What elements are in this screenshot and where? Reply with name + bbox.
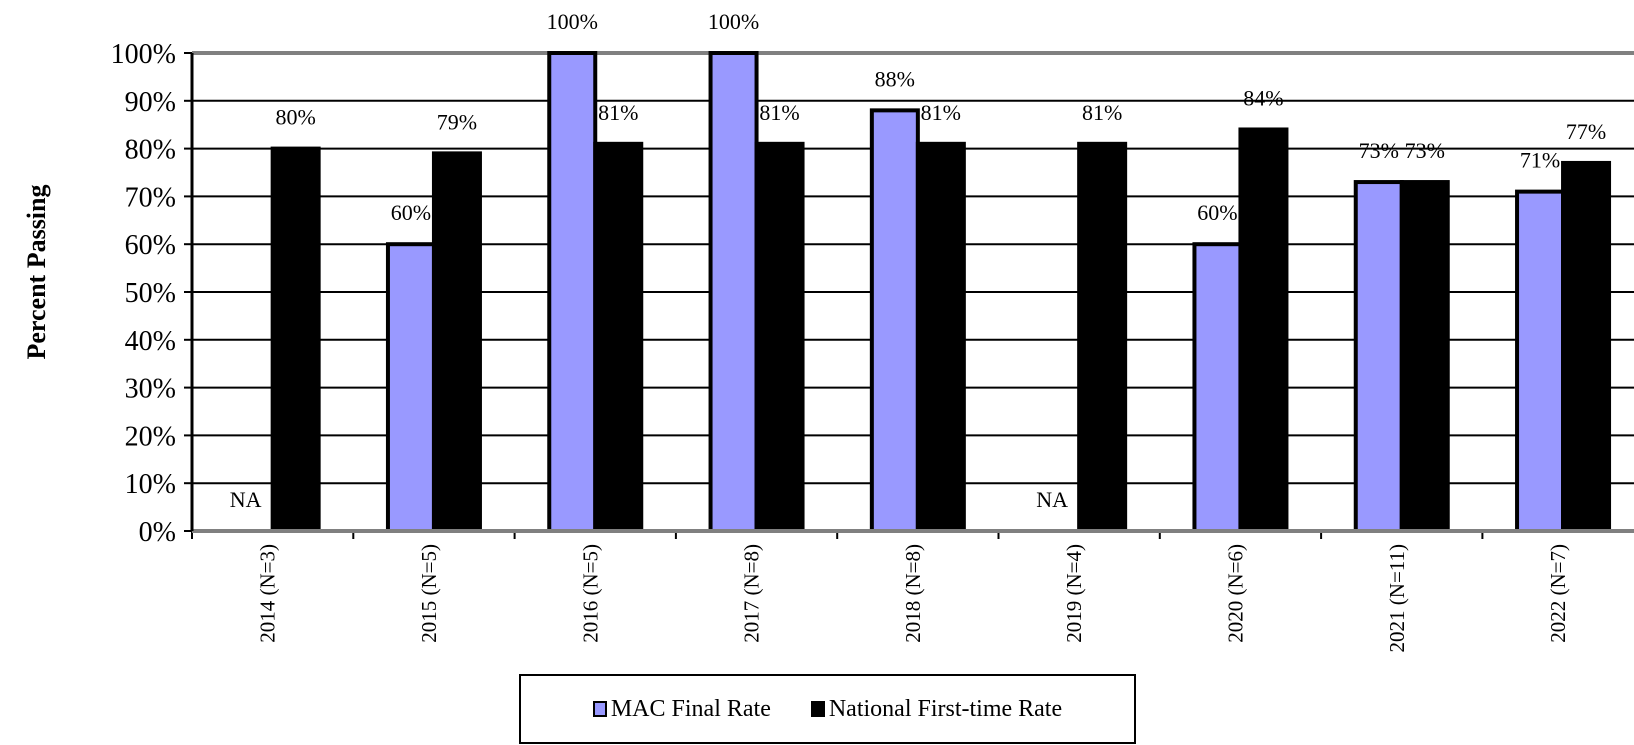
y-tick-label: 100%	[111, 39, 176, 70]
y-tick-label: 0%	[139, 517, 176, 548]
x-tick-label: 2017 (N=8)	[740, 544, 764, 643]
data-label: 77%	[1566, 119, 1606, 144]
data-label: NA	[230, 487, 262, 512]
legend-swatch-national	[810, 701, 825, 717]
axes: 0% 10% 20% 30% 40% 50% 60% 70% 80% 90% 100% 2014 (N…	[111, 39, 1634, 652]
data-label: 88%	[875, 66, 915, 91]
x-tick-label: 2014 (N=3)	[256, 544, 280, 643]
bar-mac-final-rate	[708, 51, 759, 533]
data-label: 71%	[1520, 148, 1560, 173]
bar-national-first-time-rate	[754, 141, 805, 533]
y-tick-label: 40%	[125, 326, 176, 357]
bar-national-first-time-rate	[270, 146, 321, 533]
bar-national-first-time-rate	[915, 141, 966, 533]
legend-label-national: National First-time Rate	[828, 695, 1063, 722]
bar-mac-final-rate	[869, 108, 920, 534]
bar-mac-final-rate	[547, 51, 598, 533]
legend: MAC Final Rate National First-time Rate	[519, 674, 1136, 744]
x-tick-label: 2018 (N=8)	[901, 544, 925, 643]
y-tick-label: 70%	[125, 182, 176, 213]
data-label: 60%	[1197, 200, 1237, 225]
data-label: 73%	[1405, 138, 1445, 163]
bar-national-first-time-rate	[1561, 160, 1612, 533]
y-tick-label: 10%	[125, 469, 176, 500]
data-label: 73%	[1359, 138, 1399, 163]
y-tick-label: 90%	[125, 87, 176, 118]
bar-national-first-time-rate	[1399, 180, 1450, 533]
data-labels: NA80%60%79%100%81%100%81%88%81%NA81%60%8…	[230, 9, 1606, 512]
x-tick-label: 2019 (N=4)	[1062, 544, 1086, 643]
bar-mac-final-rate	[1515, 189, 1566, 533]
y-tick-label: 30%	[125, 374, 176, 405]
y-tick-label: 50%	[125, 278, 176, 309]
legend-label-mac: MAC Final Rate	[610, 695, 771, 722]
bar-mac-final-rate	[385, 242, 436, 533]
data-label: 81%	[759, 100, 799, 125]
legend-swatch-mac	[592, 701, 607, 717]
x-tick-label: 2022 (N=7)	[1546, 544, 1570, 643]
y-tick-label: 60%	[125, 230, 176, 261]
bar-national-first-time-rate	[1238, 127, 1289, 533]
bar-national-first-time-rate	[431, 151, 482, 533]
data-label: 84%	[1243, 85, 1283, 110]
x-tick-label: 2015 (N=5)	[417, 544, 441, 643]
data-label: 79%	[437, 109, 477, 134]
x-tick-label: 2021 (N=11)	[1385, 544, 1409, 652]
data-label: 81%	[921, 100, 961, 125]
data-label: 60%	[391, 200, 431, 225]
bar-national-first-time-rate	[593, 141, 644, 533]
y-tick-label: 80%	[125, 135, 176, 166]
bar-mac-final-rate	[1192, 242, 1243, 533]
data-label: NA	[1036, 487, 1068, 512]
legend-item-national: National First-time Rate	[810, 695, 1063, 723]
x-tick-label: 2020 (N=6)	[1223, 544, 1247, 643]
y-axis-label: Percent Passing	[22, 185, 51, 360]
y-tick-label: 20%	[125, 421, 176, 452]
x-tick-label: 2016 (N=5)	[578, 544, 602, 643]
legend-item-mac: MAC Final Rate	[592, 695, 771, 723]
bar-mac-final-rate	[1353, 180, 1404, 533]
data-label: 81%	[598, 100, 638, 125]
data-label: 100%	[708, 9, 759, 34]
data-label: 81%	[1082, 100, 1122, 125]
data-label: 80%	[275, 105, 315, 130]
bar-national-first-time-rate	[1077, 141, 1128, 533]
data-label: 100%	[547, 9, 598, 34]
